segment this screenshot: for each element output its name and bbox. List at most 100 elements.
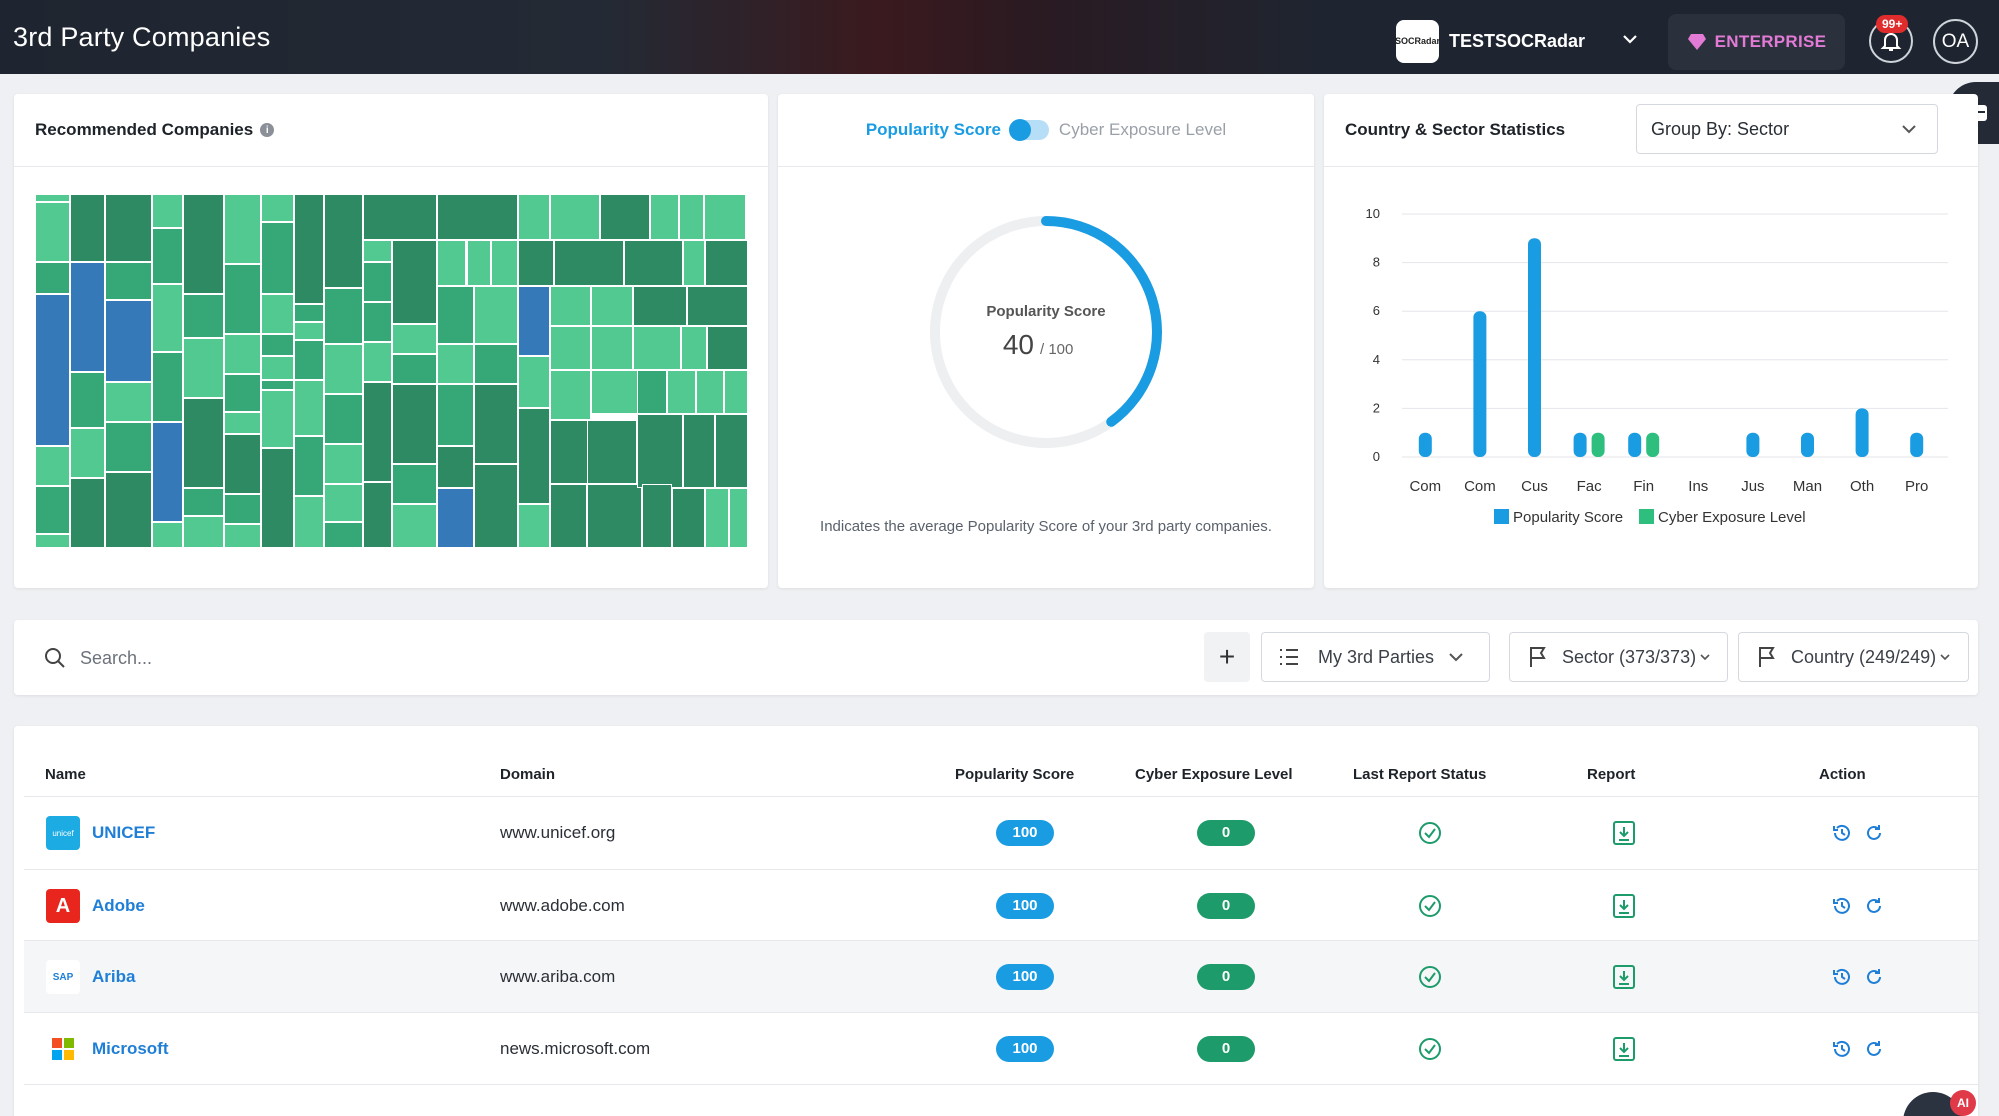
treemap-tile[interactable] xyxy=(549,194,600,240)
treemap-tile[interactable] xyxy=(260,294,295,334)
bar-popularity[interactable] xyxy=(1418,432,1432,457)
search-input[interactable]: Search... xyxy=(80,648,153,668)
treemap-tile[interactable] xyxy=(223,264,261,334)
treemap-tile[interactable] xyxy=(679,194,704,240)
refresh-icon[interactable] xyxy=(1864,967,1884,987)
treemap-tile[interactable] xyxy=(294,496,324,548)
history-icon[interactable] xyxy=(1832,967,1852,987)
column-header-exposure[interactable]: Cyber Exposure Level xyxy=(1135,766,1293,783)
treemap-tile[interactable] xyxy=(223,334,261,374)
treemap-tile[interactable] xyxy=(35,194,71,202)
treemap-tile[interactable] xyxy=(362,194,437,240)
treemap-tile[interactable] xyxy=(683,240,706,286)
treemap-tile[interactable] xyxy=(105,194,152,262)
treemap-tile[interactable] xyxy=(549,326,591,370)
info-icon[interactable]: i xyxy=(260,123,275,137)
treemap-tile[interactable] xyxy=(681,326,708,370)
treemap-tile[interactable] xyxy=(260,356,295,380)
treemap-tile[interactable] xyxy=(518,356,550,408)
history-icon[interactable] xyxy=(1832,1039,1852,1059)
bar-exposure[interactable] xyxy=(1646,432,1660,457)
treemap-tile[interactable] xyxy=(473,286,519,344)
treemap-tile[interactable] xyxy=(436,194,519,240)
table-row[interactable]: SAP Ariba www.ariba.com 100 0 xyxy=(24,940,1978,1012)
treemap-tile[interactable] xyxy=(518,408,550,504)
add-button[interactable]: + xyxy=(1204,632,1250,682)
treemap-tile[interactable] xyxy=(294,194,324,304)
user-avatar[interactable]: OA xyxy=(1933,19,1978,64)
organization-select[interactable]: SOCRadar TESTSOCRadar xyxy=(1395,19,1640,63)
treemap-tile[interactable] xyxy=(183,194,224,294)
treemap-tile[interactable] xyxy=(590,326,634,370)
treemap-tile[interactable] xyxy=(323,344,363,394)
table-row[interactable]: Microsoft news.microsoft.com 100 0 xyxy=(24,1012,1978,1084)
treemap-tile[interactable] xyxy=(642,484,673,548)
treemap-tile[interactable] xyxy=(151,352,184,422)
treemap-tile[interactable] xyxy=(518,286,550,356)
treemap-tile[interactable] xyxy=(590,370,643,414)
treemap-tile[interactable] xyxy=(70,262,106,372)
treemap-tile[interactable] xyxy=(705,240,748,286)
bar-popularity[interactable] xyxy=(1746,432,1760,457)
treemap-tile[interactable] xyxy=(362,262,393,302)
treemap-tile[interactable] xyxy=(518,240,554,286)
treemap-tile[interactable] xyxy=(436,384,474,446)
refresh-icon[interactable] xyxy=(1864,823,1884,843)
table-row[interactable]: A Adobe www.adobe.com 100 0 xyxy=(24,869,1978,941)
bar-popularity[interactable] xyxy=(1573,432,1587,457)
treemap-tile[interactable] xyxy=(466,240,491,286)
treemap-tile[interactable] xyxy=(705,488,730,548)
treemap-tile[interactable] xyxy=(323,444,363,484)
treemap-tile[interactable] xyxy=(260,334,295,356)
bar-exposure[interactable] xyxy=(1591,432,1605,457)
treemap-tile[interactable] xyxy=(649,194,680,240)
download-report-icon[interactable] xyxy=(1612,893,1636,919)
treemap-tile[interactable] xyxy=(672,488,706,548)
bar-popularity[interactable] xyxy=(1801,432,1814,457)
treemap-tile[interactable] xyxy=(549,484,587,548)
score-toggle-switch[interactable] xyxy=(1008,119,1049,141)
treemap-tile[interactable] xyxy=(703,194,747,240)
treemap-tile[interactable] xyxy=(223,412,261,434)
company-name-link[interactable]: Ariba xyxy=(92,967,136,986)
treemap-tile[interactable] xyxy=(549,286,591,326)
treemap-tile[interactable] xyxy=(586,484,643,548)
treemap-tile[interactable] xyxy=(35,294,71,446)
company-name-link[interactable]: Adobe xyxy=(92,896,145,915)
bar-popularity[interactable] xyxy=(1628,432,1642,457)
treemap-tile[interactable] xyxy=(323,194,363,288)
group-by-select[interactable]: Group By: Sector xyxy=(1636,104,1938,154)
treemap-tile[interactable] xyxy=(105,472,152,548)
treemap-tile[interactable] xyxy=(586,420,637,484)
download-report-icon[interactable] xyxy=(1612,1036,1636,1062)
treemap-tile[interactable] xyxy=(151,522,184,548)
treemap-tile[interactable] xyxy=(294,340,324,380)
treemap-tile[interactable] xyxy=(223,434,261,494)
treemap-tile[interactable] xyxy=(70,478,106,548)
legend-swatch[interactable] xyxy=(1494,509,1509,524)
treemap-tile[interactable] xyxy=(473,464,519,548)
treemap-tile[interactable] xyxy=(151,228,184,284)
treemap-tile[interactable] xyxy=(183,338,224,398)
treemap-tile[interactable] xyxy=(490,240,519,286)
treemap-tile[interactable] xyxy=(260,194,295,222)
treemap-tile[interactable] xyxy=(436,240,467,286)
column-header-name[interactable]: Name xyxy=(45,766,86,783)
treemap-tile[interactable] xyxy=(260,380,295,390)
treemap-tile[interactable] xyxy=(599,194,650,240)
treemap-tile[interactable] xyxy=(260,390,295,448)
treemap-tile[interactable] xyxy=(151,194,184,228)
treemap-tile[interactable] xyxy=(260,222,295,294)
column-header-domain[interactable]: Domain xyxy=(500,766,556,783)
treemap-tile[interactable] xyxy=(636,370,667,414)
treemap-tile[interactable] xyxy=(294,436,324,496)
treemap-tile[interactable] xyxy=(105,382,152,422)
treemap-tile[interactable] xyxy=(223,374,261,412)
treemap-tile[interactable] xyxy=(392,354,437,384)
treemap-tile[interactable] xyxy=(105,262,152,300)
download-report-icon[interactable] xyxy=(1612,964,1636,990)
refresh-icon[interactable] xyxy=(1864,1039,1884,1059)
treemap-tile[interactable] xyxy=(473,344,519,384)
treemap-tile[interactable] xyxy=(105,422,152,472)
treemap-tile[interactable] xyxy=(151,422,184,522)
